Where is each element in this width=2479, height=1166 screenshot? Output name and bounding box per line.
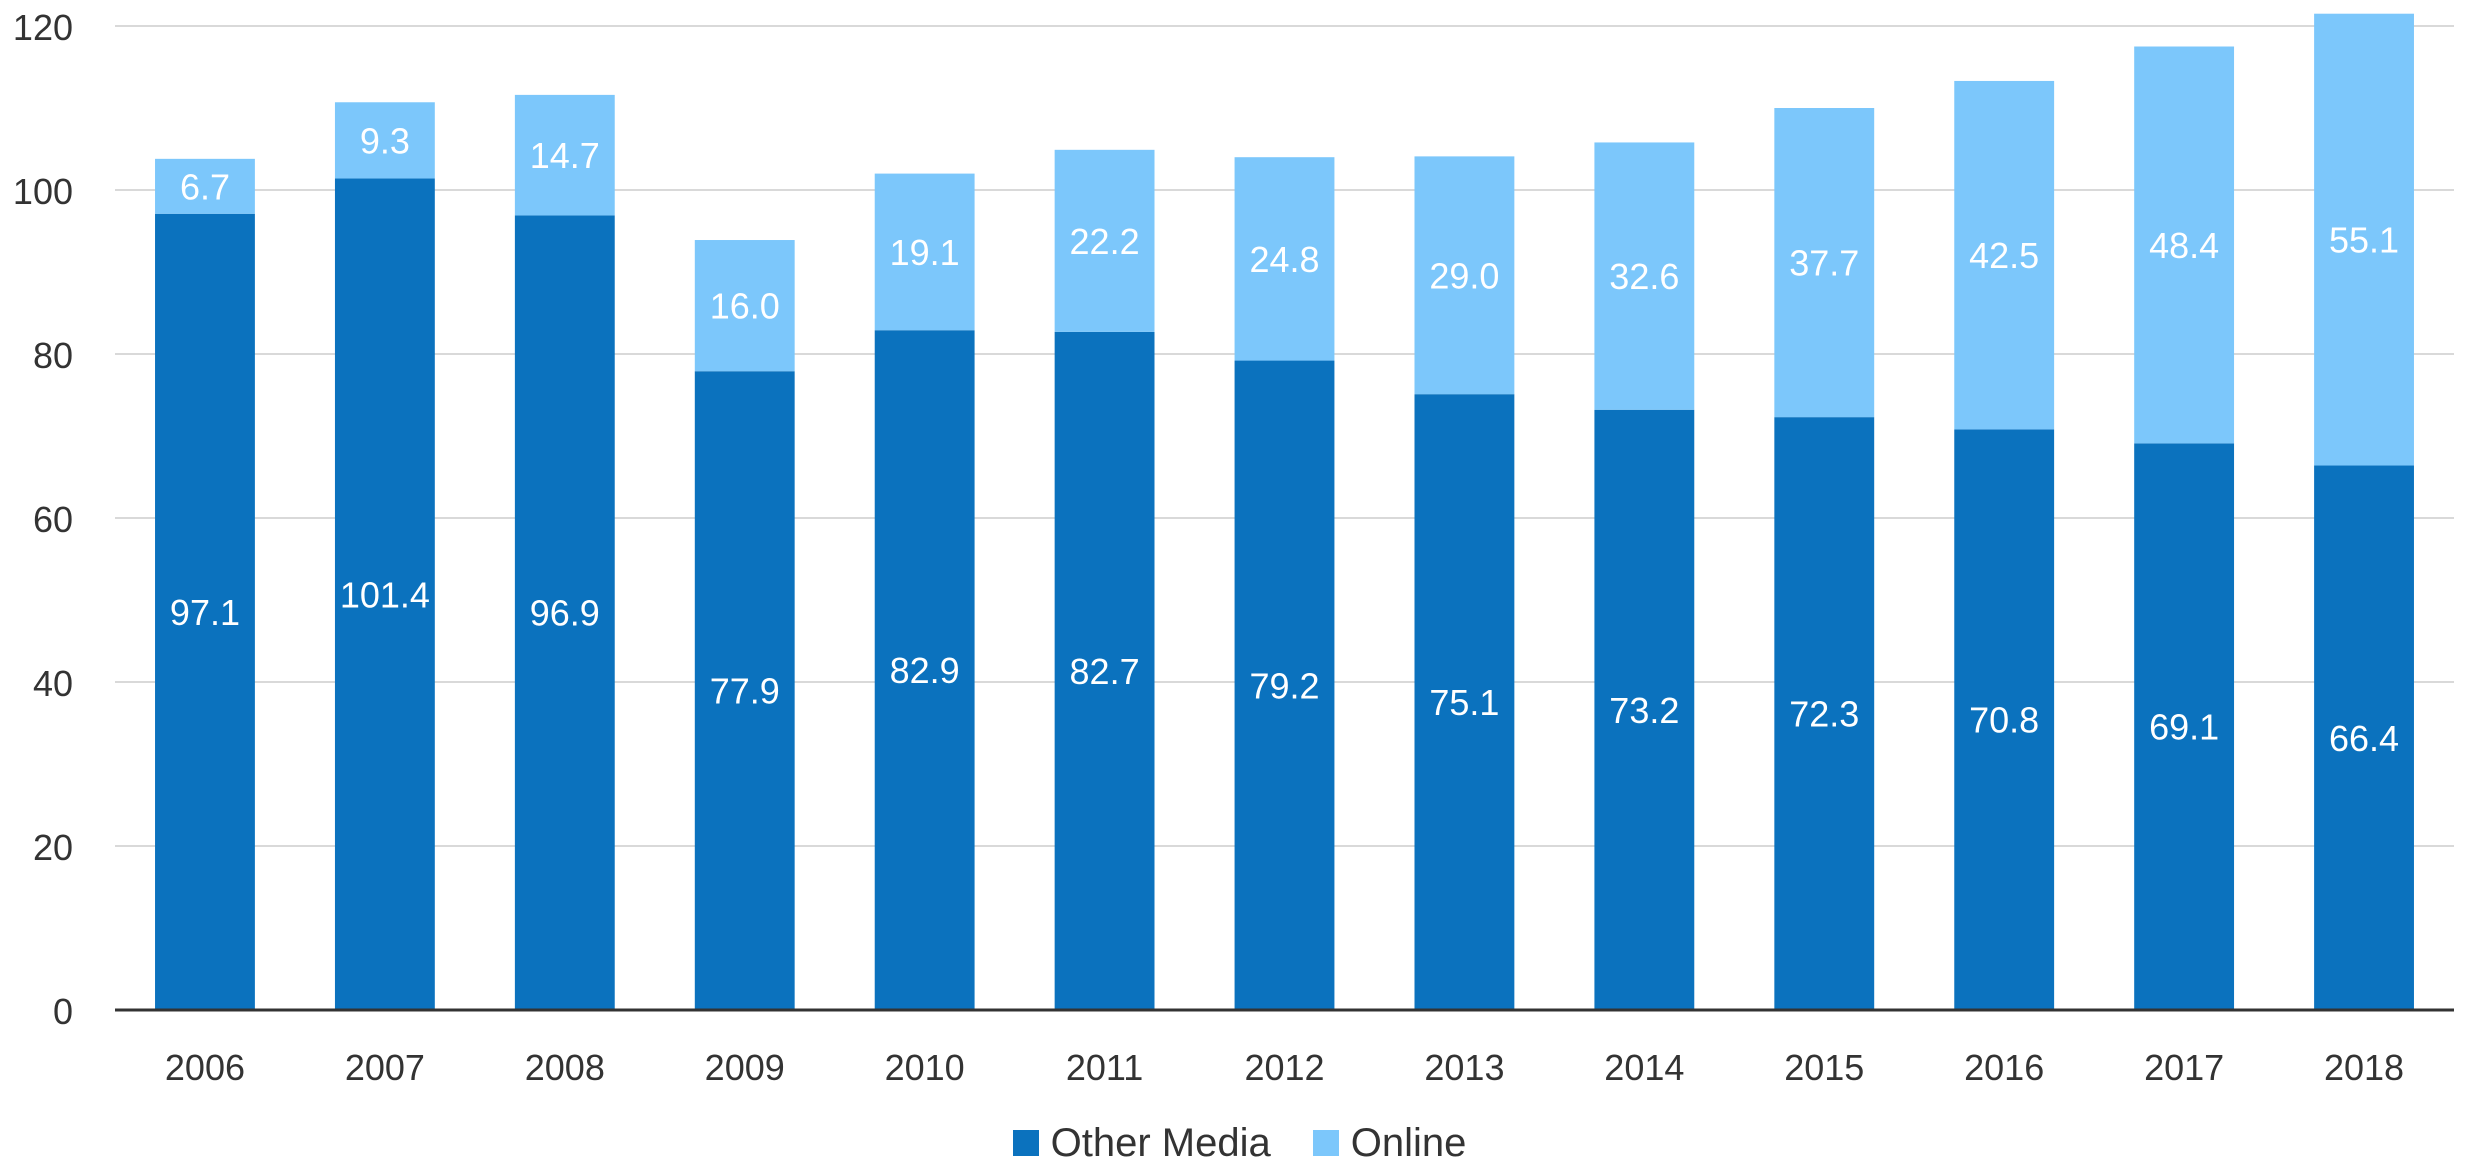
x-tick-label-2016: 2016 bbox=[1964, 1047, 2044, 1088]
data-label-online-2016: 42.5 bbox=[1969, 235, 2039, 276]
legend-swatch-other-media bbox=[1012, 1130, 1039, 1156]
legend-label-other-media: Other Media bbox=[1050, 1120, 1271, 1165]
data-label-other-media-2007: 101.4 bbox=[340, 574, 430, 615]
y-tick-label-20: 20 bbox=[33, 827, 73, 868]
data-label-other-media-2015: 72.3 bbox=[1789, 694, 1859, 735]
x-tick-label-2014: 2014 bbox=[1604, 1047, 1684, 1088]
data-label-online-2012: 24.8 bbox=[1249, 239, 1319, 280]
x-tick-label-2010: 2010 bbox=[885, 1047, 965, 1088]
bar-other-media-2008[interactable] bbox=[514, 215, 615, 1011]
y-tick-label-120: 120 bbox=[13, 7, 73, 48]
bar-other-media-2012[interactable] bbox=[1234, 360, 1335, 1010]
data-label-other-media-2017: 69.1 bbox=[2149, 707, 2219, 748]
data-label-online-2010: 19.1 bbox=[890, 232, 960, 273]
bar-online-2011[interactable] bbox=[1054, 149, 1155, 332]
bar-other-media-2010[interactable] bbox=[874, 330, 975, 1011]
y-tick-label-40: 40 bbox=[33, 663, 73, 704]
legend-item-other-media[interactable]: Other Media bbox=[1012, 1120, 1271, 1166]
x-tick-label-2006: 2006 bbox=[165, 1047, 245, 1088]
x-tick-label-2017: 2017 bbox=[2144, 1047, 2224, 1088]
bar-online-2016[interactable] bbox=[1954, 80, 2055, 430]
bar-online-2007[interactable] bbox=[334, 102, 435, 179]
bar-other-media-2015[interactable] bbox=[1774, 417, 1875, 1010]
data-label-online-2013: 29.0 bbox=[1429, 255, 1499, 296]
y-tick-label-80: 80 bbox=[33, 335, 73, 376]
data-label-other-media-2018: 66.4 bbox=[2329, 718, 2399, 759]
data-label-other-media-2016: 70.8 bbox=[1969, 700, 2039, 741]
y-tick-label-100: 100 bbox=[13, 171, 73, 212]
bar-other-media-2013[interactable] bbox=[1414, 394, 1515, 1010]
data-label-online-2014: 32.6 bbox=[1609, 256, 1679, 297]
bar-online-2012[interactable] bbox=[1234, 157, 1335, 361]
bar-online-2018[interactable] bbox=[2314, 13, 2414, 466]
x-tick-label-2018: 2018 bbox=[2324, 1047, 2404, 1088]
labels-layer: 97.1 6.7 101.4 9.3 96.9 14.7 77.9 16.0 82.9 19.1 8… bbox=[170, 120, 2399, 758]
bar-other-media-2018[interactable] bbox=[2314, 465, 2414, 1010]
chart-legend: Other Media Online bbox=[0, 1120, 2479, 1166]
data-label-online-2007: 9.3 bbox=[360, 120, 410, 161]
x-tick-label-2008: 2008 bbox=[525, 1047, 605, 1088]
x-tick-label-2015: 2015 bbox=[1784, 1047, 1864, 1088]
axis-layer: 0 20 40 60 80 100 120 2006 2007 2008 2009 2010 2011 2… bbox=[13, 7, 2454, 1088]
bar-online-2008[interactable] bbox=[514, 94, 615, 216]
data-label-online-2015: 37.7 bbox=[1789, 243, 1859, 284]
data-label-other-media-2012: 79.2 bbox=[1249, 665, 1319, 706]
bar-other-media-2014[interactable] bbox=[1594, 409, 1695, 1010]
bar-other-media-2009[interactable] bbox=[694, 371, 795, 1011]
data-label-other-media-2011: 82.7 bbox=[1070, 651, 1140, 692]
x-tick-label-2012: 2012 bbox=[1244, 1047, 1324, 1088]
legend-swatch-online bbox=[1312, 1130, 1339, 1156]
x-tick-label-2007: 2007 bbox=[345, 1047, 425, 1088]
data-label-online-2017: 48.4 bbox=[2149, 225, 2219, 266]
x-tick-label-2013: 2013 bbox=[1424, 1047, 1504, 1088]
bar-online-2017[interactable] bbox=[2134, 46, 2235, 444]
bar-online-2014[interactable] bbox=[1594, 142, 1695, 410]
bar-online-2015[interactable] bbox=[1774, 108, 1875, 418]
bar-other-media-2016[interactable] bbox=[1954, 429, 2055, 1010]
data-label-online-2009: 16.0 bbox=[710, 286, 780, 327]
legend-label-online: Online bbox=[1350, 1120, 1467, 1165]
data-label-online-2018: 55.1 bbox=[2329, 220, 2399, 261]
bar-online-2010[interactable] bbox=[874, 173, 975, 331]
data-label-other-media-2006: 97.1 bbox=[170, 592, 240, 633]
bar-other-media-2007[interactable] bbox=[334, 178, 435, 1010]
data-label-other-media-2013: 75.1 bbox=[1429, 682, 1499, 723]
data-label-other-media-2008: 96.9 bbox=[530, 593, 600, 634]
y-tick-label-60: 60 bbox=[33, 499, 73, 540]
legend-item-online[interactable]: Online bbox=[1312, 1120, 1467, 1166]
bar-online-2013[interactable] bbox=[1414, 156, 1515, 395]
bar-other-media-2011[interactable] bbox=[1054, 331, 1155, 1010]
bar-online-2006[interactable] bbox=[155, 158, 255, 214]
bar-other-media-2017[interactable] bbox=[2134, 443, 2235, 1010]
bar-other-media-2006[interactable] bbox=[155, 213, 255, 1010]
data-label-other-media-2009: 77.9 bbox=[710, 671, 780, 712]
data-label-other-media-2010: 82.9 bbox=[890, 650, 960, 691]
bars-layer bbox=[155, 13, 2414, 1011]
bar-online-2009[interactable] bbox=[694, 240, 795, 372]
data-label-online-2011: 22.2 bbox=[1070, 221, 1140, 262]
y-tick-label-0: 0 bbox=[53, 991, 73, 1032]
data-label-online-2006: 6.7 bbox=[180, 166, 230, 207]
data-label-other-media-2014: 73.2 bbox=[1609, 690, 1679, 731]
x-tick-label-2009: 2009 bbox=[705, 1047, 785, 1088]
x-tick-label-2011: 2011 bbox=[1066, 1047, 1143, 1088]
data-label-online-2008: 14.7 bbox=[530, 135, 600, 176]
